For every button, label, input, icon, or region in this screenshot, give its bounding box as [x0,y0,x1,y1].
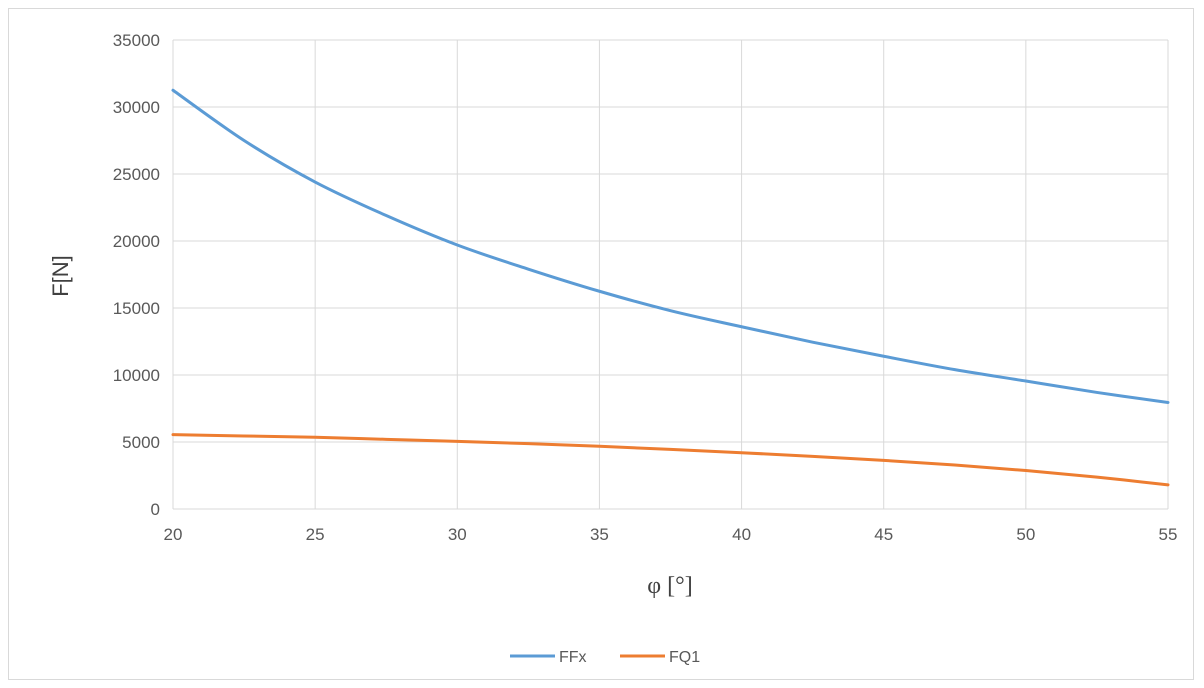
y-tick-label: 20000 [113,232,160,251]
legend-label: FFx [559,649,587,666]
y-tick-label: 25000 [113,165,160,184]
gridlines [172,39,1169,510]
series-lines [171,88,1170,487]
y-axis-label: F[N] [48,255,73,297]
x-tick-label: 35 [590,525,609,544]
x-tick-label: 55 [1159,525,1178,544]
legend-item-ffx: FFx [510,649,587,666]
y-tick-label: 10000 [113,366,160,385]
x-tick-label: 30 [448,525,467,544]
tick-labels: 0 5000 10000 15000 20000 25000 30000 35000 20 25 3… [113,31,1178,544]
x-tick-label: 25 [306,525,325,544]
y-tick-label: 5000 [122,433,160,452]
legend-label: FQ1 [669,649,700,666]
legend: FFx FQ1 [510,649,700,666]
chart-frame [8,8,1194,680]
x-tick-label: 45 [874,525,893,544]
x-tick-label: 40 [732,525,751,544]
y-tick-label: 30000 [113,98,160,117]
series-line-ffx [171,88,1170,404]
y-tick-label: 0 [151,500,160,519]
x-axis-label: φ [°] [647,573,692,599]
series-line-fq1 [171,433,1170,487]
legend-item-fq1: FQ1 [620,649,700,666]
y-tick-label: 35000 [113,31,160,50]
x-tick-label: 20 [164,525,183,544]
x-tick-label: 50 [1016,525,1035,544]
y-tick-label: 15000 [113,299,160,318]
